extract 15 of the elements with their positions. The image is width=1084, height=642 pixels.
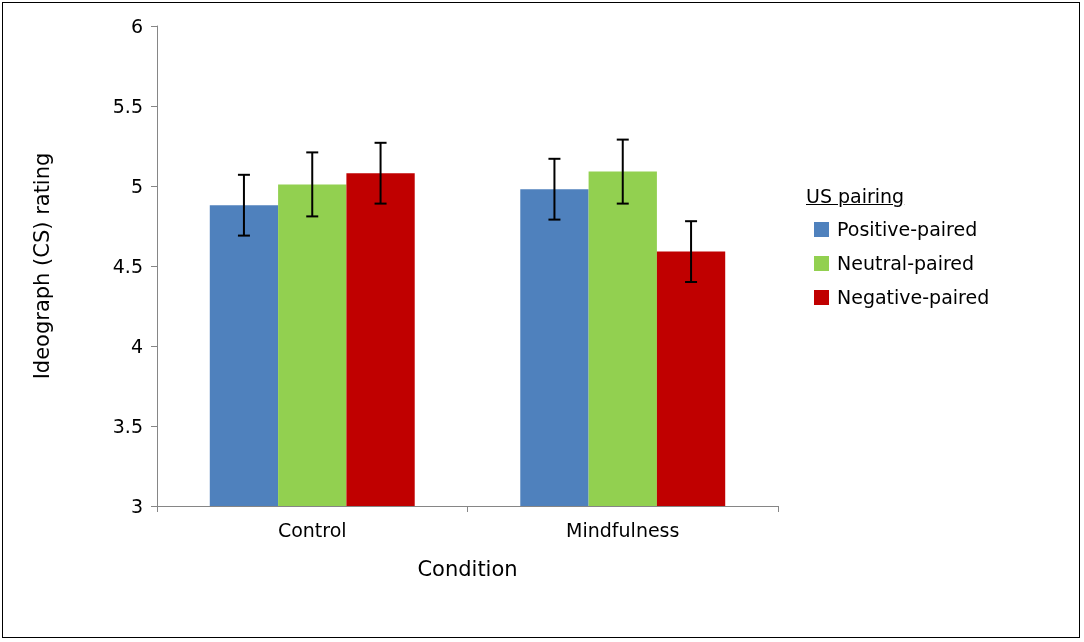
- y-tick-label: 3.5: [112, 415, 143, 437]
- y-tick-label: 3: [130, 495, 143, 517]
- legend-label: Negative-paired: [837, 286, 990, 308]
- x-tick-label: Control: [277, 518, 347, 541]
- legend-label: Neutral-paired: [837, 252, 975, 274]
- y-tick-label: 4: [130, 335, 143, 357]
- x-axis-title: Condition: [417, 556, 518, 581]
- y-axis-title: Ideograph (CS) rating: [29, 152, 54, 380]
- legend-title: US pairing: [806, 185, 906, 207]
- legend-label: Positive-paired: [837, 218, 978, 240]
- y-tick-label: 5.5: [112, 95, 143, 117]
- y-tick-label: 4.5: [112, 255, 143, 277]
- y-tick-label: 6: [130, 15, 143, 37]
- x-tick-label: Mindfulness: [566, 518, 680, 541]
- y-tick-label: 5: [130, 175, 143, 197]
